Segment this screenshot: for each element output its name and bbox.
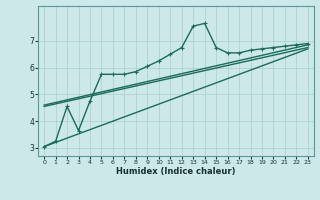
- X-axis label: Humidex (Indice chaleur): Humidex (Indice chaleur): [116, 167, 236, 176]
